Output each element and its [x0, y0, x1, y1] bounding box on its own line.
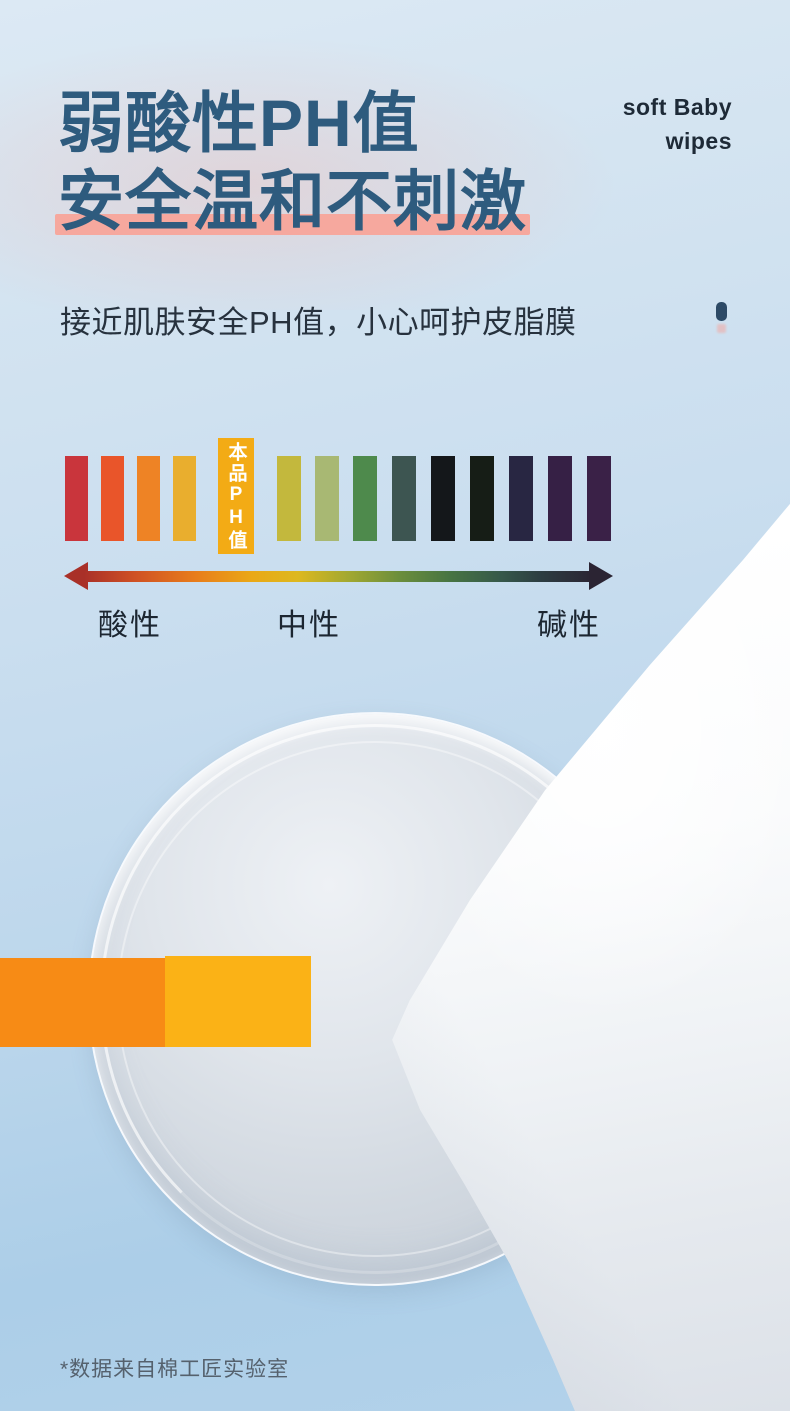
ph-gradient-arrow	[64, 562, 613, 590]
axis-label-acid: 酸性	[98, 609, 162, 642]
product-ph-badge: 本品PH值	[218, 438, 254, 554]
arrow-gradient-body	[84, 571, 593, 582]
title-line-1-text: 弱酸性PH值	[58, 86, 420, 160]
title-line-2-text: 安全温和不刺激	[58, 164, 527, 238]
ph-bar	[548, 456, 572, 541]
ph-bar	[65, 456, 88, 541]
footnote: *数据来自棉工匠实验室	[60, 1358, 290, 1381]
ph-bar	[315, 456, 339, 541]
axis-label-neutral: 中性	[277, 609, 341, 642]
ph-bar	[392, 456, 416, 541]
subtitle: 接近肌肤安全PH值，小心呵护皮脂膜	[60, 305, 577, 340]
ph-bar	[509, 456, 533, 541]
arrow-left-head-icon	[64, 562, 88, 590]
ph-bar	[353, 456, 377, 541]
brand-tagline: soft Baby wipes	[623, 90, 732, 158]
brand-line-1: soft Baby	[622, 94, 732, 120]
title-highlight-bar	[55, 214, 530, 235]
title-line-2: 安全温和不刺激	[55, 162, 530, 240]
ph-bar	[137, 456, 160, 541]
title-line-1: 弱酸性PH值	[58, 84, 420, 162]
axis-label-alkaline: 碱性	[537, 609, 601, 642]
accent-pill-bottom	[717, 324, 726, 333]
ph-bar	[587, 456, 611, 541]
ph-bar	[173, 456, 196, 541]
ph-bar	[277, 456, 301, 541]
brand-line-2: wipes	[665, 128, 732, 154]
ph-bar	[431, 456, 455, 541]
ph-bar	[101, 456, 124, 541]
orange-block-decoration	[0, 958, 165, 1047]
gold-block-decoration	[165, 956, 311, 1047]
arrow-right-head-icon	[589, 562, 613, 590]
page-title: 弱酸性PH值 安全温和不刺激	[55, 84, 530, 240]
ph-bar	[470, 456, 494, 541]
accent-pill-top	[716, 302, 727, 321]
